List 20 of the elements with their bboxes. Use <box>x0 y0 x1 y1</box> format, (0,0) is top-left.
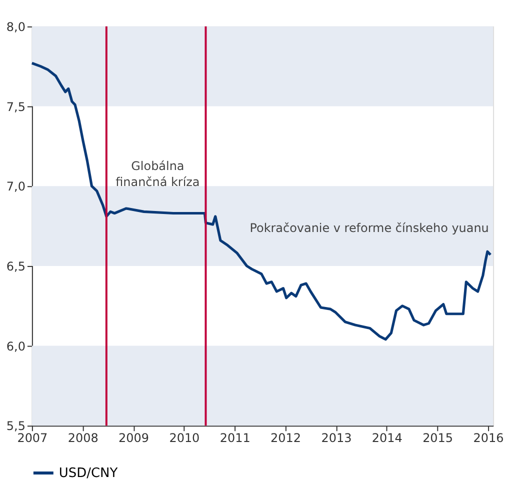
y-tick-label: 7,5 <box>6 100 26 114</box>
x-tick-label: 2015 <box>422 431 454 446</box>
x-tick-label: 2013 <box>321 431 352 446</box>
y-tick-label: 6,5 <box>6 259 26 274</box>
annotation: Pokračovanie v reforme čínskeho yuanu <box>250 221 489 236</box>
y-tick-label: 5,5 <box>6 419 26 434</box>
x-tick-label: 2012 <box>270 431 302 446</box>
x-tick-label: 2014 <box>372 431 402 446</box>
y-tick-label: 6,0 <box>6 339 26 354</box>
annotation: Globálna finančná kríza <box>116 159 200 190</box>
x-tick-label: 2008 <box>68 431 98 446</box>
y-tick-label: 8,0 <box>6 20 26 34</box>
x-tick-label: 2007 <box>17 431 48 446</box>
x-tick-label: 2011 <box>220 431 250 446</box>
y-tick-label: 7,0 <box>6 180 26 194</box>
x-tick-label: 2010 <box>169 431 200 446</box>
x-tick-label: 2016 <box>473 431 504 446</box>
line-series <box>30 62 492 341</box>
x-tick-label: 2009 <box>118 431 150 446</box>
legend-label: USD/CNY <box>58 466 118 482</box>
